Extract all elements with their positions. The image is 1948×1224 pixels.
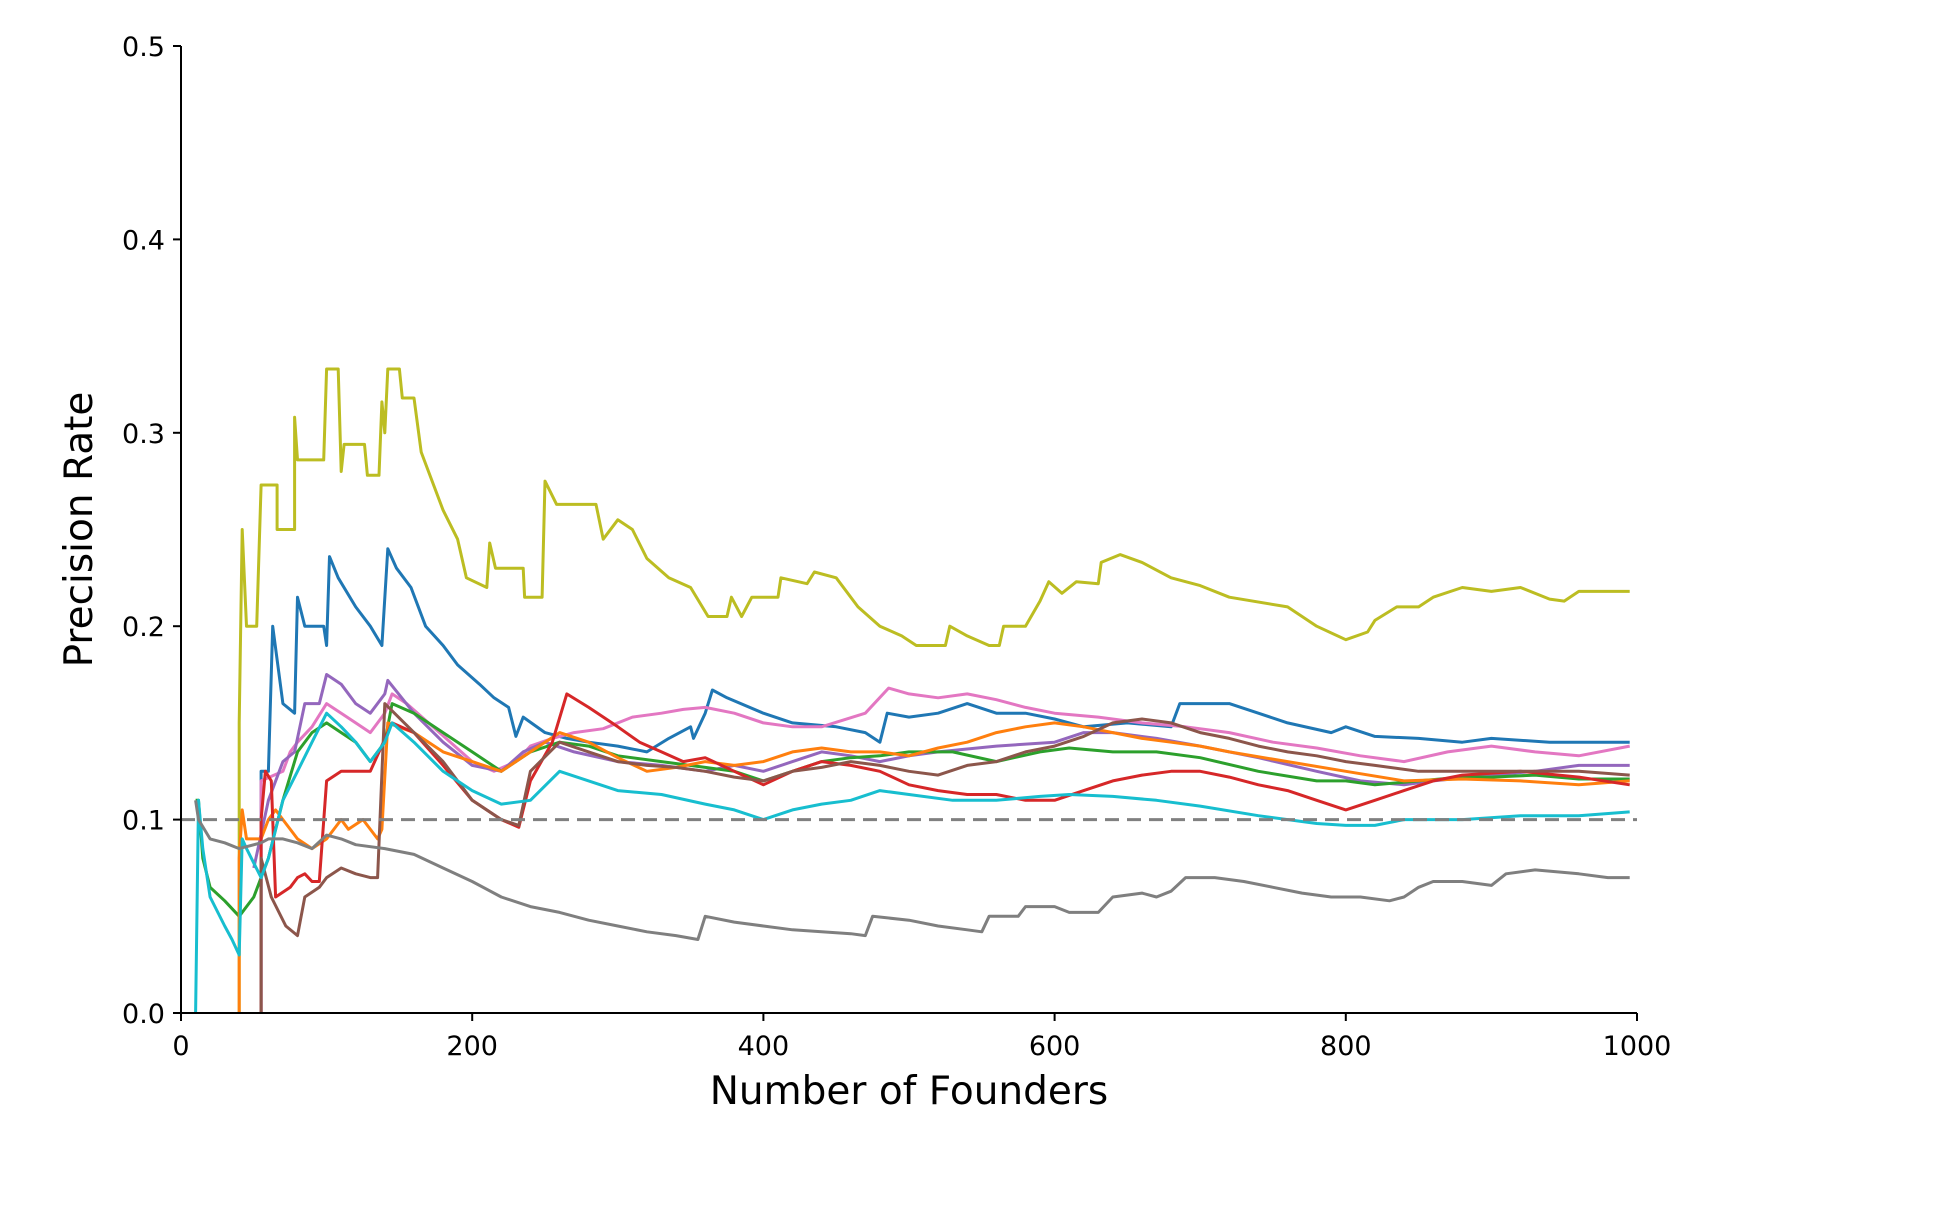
x-tick-label: 0 bbox=[172, 1031, 189, 1062]
y-axis-label: Precision Rate bbox=[57, 392, 102, 668]
x-tick-label: 400 bbox=[738, 1031, 790, 1062]
plot-area bbox=[194, 367, 1630, 1014]
x-tick-label: 200 bbox=[446, 1031, 498, 1062]
y-tick-label: 0.4 bbox=[122, 225, 165, 256]
y-tick-label: 0.2 bbox=[122, 612, 165, 643]
y-tick-label: 0.0 bbox=[122, 999, 165, 1030]
series-line-1 bbox=[237, 367, 1630, 1013]
x-tick-label: 1000 bbox=[1603, 1031, 1672, 1062]
series-line-3 bbox=[259, 686, 1630, 1013]
y-axis-ticks: 0.0 0.1 0.2 0.3 0.4 0.5 bbox=[122, 32, 181, 1030]
series-line-7 bbox=[259, 692, 1630, 1013]
y-tick-label: 0.3 bbox=[122, 419, 165, 450]
series-line-8 bbox=[259, 702, 1630, 1013]
series-line-5 bbox=[195, 702, 1630, 918]
series-line-2 bbox=[259, 547, 1630, 1013]
x-tick-label: 600 bbox=[1029, 1031, 1081, 1062]
y-tick-label: 0.1 bbox=[122, 806, 165, 837]
x-axis-label: Number of Founders bbox=[710, 1069, 1109, 1114]
x-axis-ticks: 0 200 400 600 800 1000 bbox=[172, 1013, 1671, 1062]
x-tick-label: 800 bbox=[1320, 1031, 1372, 1062]
y-tick-label: 0.5 bbox=[122, 32, 165, 63]
series-line-10 bbox=[194, 800, 1630, 941]
series-line-9 bbox=[194, 711, 1630, 1014]
